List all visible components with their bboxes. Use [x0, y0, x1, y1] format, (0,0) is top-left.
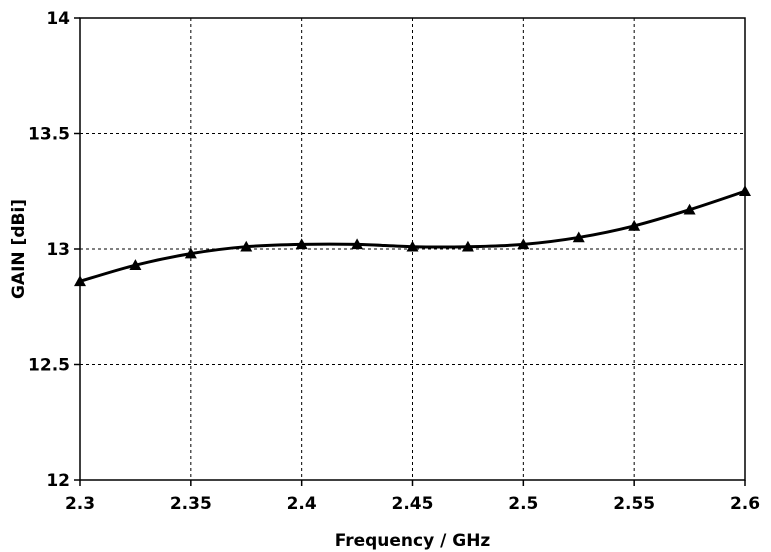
data-point-marker — [572, 231, 585, 243]
data-point-marker — [351, 238, 364, 250]
axis-ticks: 2.3 2.35 2.4 2.45 2.5 2.55 2.6 12 12.5 13 13.5 14 — [28, 9, 760, 514]
y-tick-label: 12 — [46, 471, 70, 491]
x-tick-label: 2.35 — [170, 494, 212, 514]
data-point-marker — [240, 240, 253, 252]
x-tick-label: 2.4 — [287, 494, 317, 514]
data-point-marker — [628, 219, 641, 231]
y-tick-label: 12.5 — [28, 356, 70, 376]
y-axis-title: GAIN [dBi] — [9, 199, 29, 299]
x-tick-label: 2.6 — [730, 494, 760, 514]
data-point-marker — [739, 185, 751, 197]
y-tick-label: 13 — [46, 240, 70, 260]
x-tick-label: 2.45 — [392, 494, 434, 514]
x-tick-label: 2.5 — [508, 494, 538, 514]
x-tick-label: 2.3 — [65, 494, 95, 514]
series-markers — [74, 185, 751, 287]
y-tick-label: 14 — [46, 9, 70, 29]
x-axis-title: Frequency / GHz — [335, 531, 491, 551]
data-point-marker — [683, 203, 696, 215]
y-tick-label: 13.5 — [28, 125, 70, 145]
x-tick-label: 2.55 — [613, 494, 655, 514]
data-point-marker — [74, 275, 86, 287]
data-point-marker — [129, 259, 142, 270]
data-point-marker — [406, 240, 419, 252]
data-point-marker — [295, 238, 308, 250]
data-point-marker — [517, 238, 530, 250]
data-point-marker — [461, 240, 474, 252]
data-point-marker — [184, 247, 197, 259]
